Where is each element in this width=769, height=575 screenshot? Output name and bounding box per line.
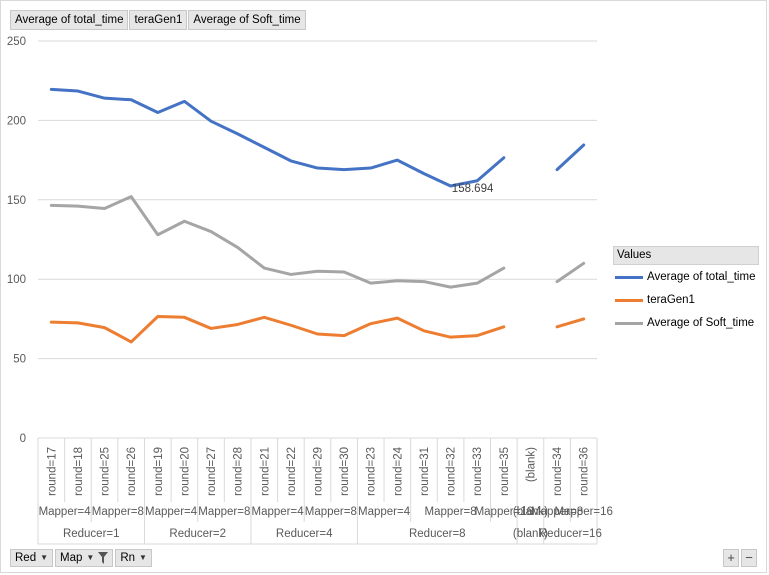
legend-swatch-total-time	[615, 275, 643, 279]
category-label: round=32	[446, 447, 458, 496]
mapper-label: Mapper=4	[39, 506, 92, 518]
y-tick-label: 250	[7, 36, 26, 48]
legend-swatch-soft-time	[615, 321, 643, 325]
data-label: 158.694	[452, 183, 494, 195]
legend-swatch-teragen1	[615, 298, 643, 302]
legend-item-total-time[interactable]: Average of total_time	[613, 266, 759, 288]
series-line-0	[49, 87, 586, 188]
legend-label-total-time: Average of total_time	[647, 271, 756, 283]
category-label: round=35	[499, 447, 511, 496]
field-button-soft-time[interactable]: Average of Soft_time	[188, 10, 306, 30]
mapper-label: Mapper=8	[92, 506, 144, 518]
mapper-label: Mapper=8	[425, 506, 477, 518]
series-line-1	[49, 315, 586, 344]
data-labels: 158.694	[452, 183, 494, 195]
category-label: round=30	[339, 447, 351, 496]
axis-field-button-map[interactable]: Map ▼	[55, 549, 114, 567]
dropdown-arrow-icon: ▼	[40, 553, 49, 562]
category-label: round=36	[579, 447, 591, 496]
mapper-label: Mapper=4	[145, 506, 198, 518]
category-label: round=29	[313, 447, 325, 496]
reducer-label: Reducer=8	[409, 528, 466, 540]
y-tick-label: 50	[13, 354, 26, 366]
series-lines	[49, 87, 586, 344]
category-label: round=25	[100, 447, 112, 496]
mapper-label: Mapper=4	[252, 506, 305, 518]
category-label: round=33	[472, 447, 484, 496]
axis-field-label-rn: Rn	[120, 552, 136, 564]
series-line-2	[49, 195, 586, 289]
reducer-label: Reducer=1	[63, 528, 120, 540]
field-button-teragen1[interactable]: teraGen1	[129, 10, 188, 30]
y-tick-label: 100	[7, 274, 26, 286]
category-label: (blank)	[525, 447, 537, 482]
legend-item-teragen1[interactable]: teraGen1	[613, 289, 759, 311]
axis-field-button-rn[interactable]: Rn ▼	[115, 549, 152, 567]
value-field-buttons: Average of total_time teraGen1 Average o…	[10, 10, 306, 30]
collapse-field-button[interactable]: −	[741, 549, 757, 567]
chart-legend: Values Average of total_time teraGen1 Av…	[613, 246, 759, 334]
dropdown-arrow-icon: ▼	[139, 553, 147, 562]
filter-funnel-icon	[98, 552, 109, 564]
mapper-label: (blank)	[513, 506, 548, 518]
mapper-label: Mapper=8	[531, 506, 583, 518]
mapper-label: Mapper=16	[475, 506, 534, 518]
category-label: round=20	[179, 447, 191, 496]
reducer-label: Reducer=4	[276, 528, 333, 540]
y-tick-label: 200	[7, 115, 26, 127]
category-label: round=26	[126, 447, 138, 496]
y-axis-tick-labels: 0 50 100 150 200 250	[7, 36, 26, 445]
category-label: round=18	[73, 447, 85, 496]
y-tick-label: 150	[7, 195, 26, 207]
mapper-label: Mapper=16	[554, 506, 613, 518]
reducer-label: Reducer=2	[169, 528, 226, 540]
mapper-label: Mapper=8	[305, 506, 357, 518]
legend-label-teragen1: teraGen1	[647, 294, 695, 306]
category-label: round=24	[392, 446, 404, 496]
category-label: round=21	[259, 447, 271, 496]
category-label: round=27	[206, 447, 218, 496]
category-label: round=31	[419, 447, 431, 496]
category-label: round=34	[552, 446, 564, 496]
legend-item-soft-time[interactable]: Average of Soft_time	[613, 312, 759, 334]
category-label: round=22	[286, 447, 298, 496]
legend-title[interactable]: Values	[613, 246, 759, 265]
dropdown-arrow-icon: ▼	[86, 553, 95, 562]
axis-field-label-red: Red	[15, 552, 37, 564]
category-label: round=19	[153, 447, 165, 496]
axis-field-label-map: Map	[60, 552, 83, 564]
category-label: round=23	[366, 447, 378, 496]
expand-collapse-buttons: + −	[723, 549, 757, 567]
reducer-label: (blank)	[513, 528, 548, 540]
expand-field-button[interactable]: +	[723, 549, 739, 567]
legend-label-soft-time: Average of Soft_time	[647, 317, 755, 329]
y-tick-label: 0	[20, 433, 26, 445]
category-label: round=17	[46, 447, 58, 496]
axis-field-button-red[interactable]: Red ▼	[10, 549, 54, 567]
reducer-label: Reducer=16	[539, 528, 602, 540]
field-button-total-time[interactable]: Average of total_time	[10, 10, 129, 30]
category-label: round=28	[233, 447, 245, 496]
axis-field-buttons: Red ▼ Map ▼ Rn ▼	[10, 549, 152, 567]
mapper-label: Mapper=4	[358, 506, 411, 518]
gridlines	[38, 40, 597, 439]
mapper-label: Mapper=8	[198, 506, 250, 518]
category-tick-labels: round=17 round=18 round=25 round=26 round=19…	[39, 446, 613, 540]
category-axis-structure	[37, 438, 598, 545]
